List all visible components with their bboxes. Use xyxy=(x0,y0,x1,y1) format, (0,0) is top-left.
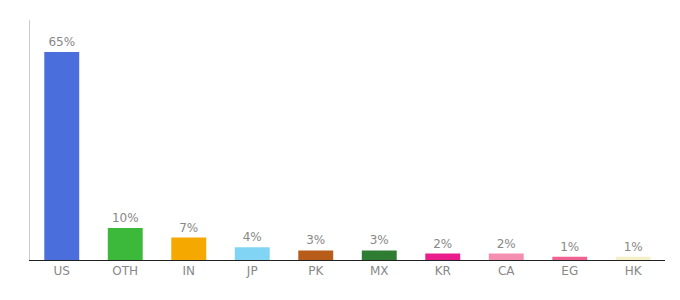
svg-text:JP: JP xyxy=(246,264,258,278)
svg-text:3%: 3% xyxy=(370,233,389,247)
svg-text:1%: 1% xyxy=(624,240,643,254)
svg-text:EG: EG xyxy=(561,264,578,278)
svg-text:3%: 3% xyxy=(306,233,325,247)
svg-text:1%: 1% xyxy=(560,240,579,254)
svg-text:PK: PK xyxy=(308,264,324,278)
svg-text:2%: 2% xyxy=(433,237,452,251)
svg-text:US: US xyxy=(54,264,70,278)
svg-text:OTH: OTH xyxy=(112,264,138,278)
svg-text:CA: CA xyxy=(498,264,515,278)
svg-text:7%: 7% xyxy=(179,221,198,235)
svg-text:MX: MX xyxy=(370,264,389,278)
svg-text:HK: HK xyxy=(625,264,643,278)
svg-text:IN: IN xyxy=(182,264,195,278)
svg-text:2%: 2% xyxy=(497,237,516,251)
svg-text:65%: 65% xyxy=(48,35,75,49)
svg-text:4%: 4% xyxy=(243,230,262,244)
svg-text:KR: KR xyxy=(435,264,451,278)
svg-text:10%: 10% xyxy=(112,211,139,225)
